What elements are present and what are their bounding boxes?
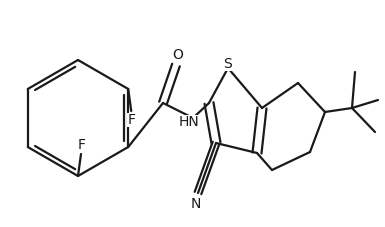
- Text: F: F: [78, 138, 86, 152]
- Text: N: N: [191, 197, 201, 211]
- Text: F: F: [127, 113, 135, 127]
- Text: O: O: [172, 48, 183, 62]
- Text: S: S: [224, 57, 233, 71]
- Text: HN: HN: [179, 115, 199, 129]
